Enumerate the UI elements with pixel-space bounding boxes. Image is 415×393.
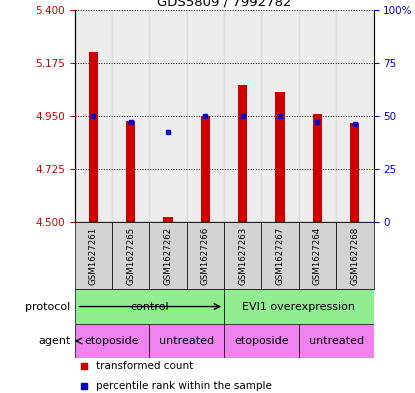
- Text: GSM1627268: GSM1627268: [350, 226, 359, 285]
- Text: agent: agent: [38, 336, 71, 346]
- Bar: [164, 217, 173, 222]
- Bar: [350, 123, 359, 222]
- Bar: [187, 222, 224, 289]
- Bar: [299, 222, 336, 289]
- Text: untreated: untreated: [159, 336, 214, 346]
- Bar: [336, 222, 374, 289]
- Text: protocol: protocol: [25, 301, 71, 312]
- Bar: [149, 222, 187, 289]
- Bar: [276, 92, 285, 222]
- Bar: [224, 10, 261, 222]
- Text: GSM1627266: GSM1627266: [201, 226, 210, 285]
- Text: GSM1627267: GSM1627267: [276, 226, 285, 285]
- Bar: [75, 222, 112, 289]
- Text: untreated: untreated: [309, 336, 364, 346]
- Text: etoposide: etoposide: [234, 336, 289, 346]
- Text: GSM1627262: GSM1627262: [164, 226, 173, 285]
- Bar: [187, 10, 224, 222]
- Bar: [112, 222, 149, 289]
- Text: EVI1 overexpression: EVI1 overexpression: [242, 301, 355, 312]
- Bar: [75, 10, 112, 222]
- Bar: [336, 10, 374, 222]
- Bar: [224, 289, 374, 324]
- Text: control: control: [130, 301, 169, 312]
- Bar: [261, 10, 299, 222]
- Text: GSM1627264: GSM1627264: [313, 226, 322, 285]
- Text: GSM1627261: GSM1627261: [89, 226, 98, 285]
- Text: percentile rank within the sample: percentile rank within the sample: [95, 381, 271, 391]
- Text: GSM1627265: GSM1627265: [126, 226, 135, 285]
- Text: GSM1627263: GSM1627263: [238, 226, 247, 285]
- Bar: [299, 324, 374, 358]
- Bar: [112, 10, 149, 222]
- Text: transformed count: transformed count: [95, 362, 193, 371]
- Bar: [313, 114, 322, 222]
- Bar: [75, 324, 149, 358]
- Title: GDS5809 / 7992782: GDS5809 / 7992782: [157, 0, 291, 9]
- Bar: [149, 324, 224, 358]
- Bar: [89, 52, 98, 222]
- Bar: [261, 222, 299, 289]
- Bar: [75, 289, 224, 324]
- Text: etoposide: etoposide: [85, 336, 139, 346]
- Bar: [238, 85, 247, 222]
- Bar: [224, 324, 299, 358]
- Bar: [224, 222, 261, 289]
- Bar: [299, 10, 336, 222]
- Bar: [126, 121, 135, 222]
- Bar: [149, 10, 187, 222]
- Bar: [201, 116, 210, 222]
